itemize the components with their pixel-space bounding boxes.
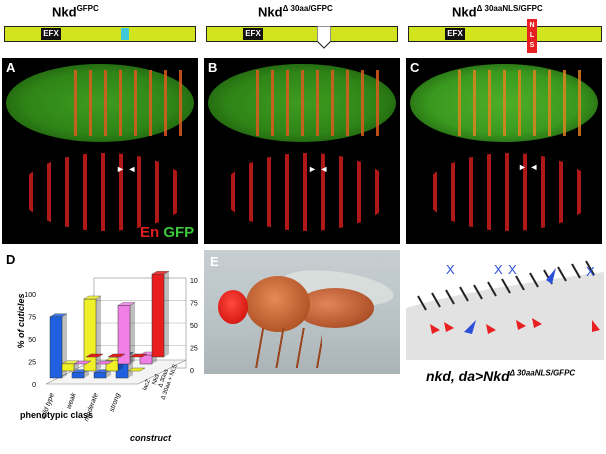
- category-label: weak: [66, 392, 78, 410]
- arrowheads-a: ► ◄: [116, 164, 137, 174]
- bar-side: [164, 271, 169, 357]
- ytick-right: 0: [190, 368, 194, 375]
- panel-f-caption: nkd, da>NkdΔ 30aaNLS/GFPC: [426, 368, 575, 384]
- efx-box-1: EFX: [41, 28, 61, 40]
- fly-legs: [252, 328, 322, 368]
- construct-label: Nkd: [152, 374, 161, 386]
- ytick-left: 50: [28, 337, 36, 344]
- bar-2-3: [93, 372, 107, 379]
- x-mark-2: X: [494, 262, 503, 277]
- bar-top: [151, 271, 170, 275]
- stripes-b: [244, 70, 390, 136]
- bar-top: [61, 360, 80, 365]
- efx-box-3: EFX: [445, 28, 465, 40]
- ytick-right: 75: [190, 301, 198, 308]
- x-mark-1: X: [446, 262, 455, 277]
- bar-top: [49, 313, 68, 318]
- x-mark-3: X: [508, 262, 517, 277]
- construct-name-2: Nkd: [258, 4, 283, 20]
- panel-c: C ► ◄: [406, 58, 602, 244]
- nls-label: NLS: [529, 22, 535, 49]
- construct-title-3: NkdΔ 30aaNLS/GFPC: [452, 4, 543, 19]
- cuticle-image: [406, 250, 604, 360]
- legend-en: En: [140, 224, 160, 241]
- caption-sup: Δ 30aaNLS/GFPC: [509, 368, 576, 378]
- bar-0-3: [49, 316, 63, 379]
- construct-sup-2: Δ 30aa/GFPC: [282, 4, 333, 13]
- stain-legend-text: En GFP: [140, 224, 194, 241]
- construct-label: lacZ: [142, 378, 152, 391]
- ytick-left: 25: [28, 360, 36, 367]
- legend-gfp: GFP: [163, 224, 195, 241]
- deletion-notch: [317, 26, 331, 49]
- category-label: strong: [109, 392, 122, 413]
- panel-label-d: D: [6, 252, 16, 267]
- nls-box: NLS: [527, 19, 537, 53]
- bar-tile: [73, 360, 92, 365]
- bar-side: [96, 296, 101, 371]
- ytick-right: 50: [190, 323, 198, 330]
- panel-b: B ► ◄: [204, 58, 400, 244]
- chart-ylabel: % of cuticles: [16, 293, 26, 349]
- construct-title-1: NkdGFPC: [52, 4, 99, 19]
- fly-eye: [218, 290, 248, 324]
- construct-title-2: NkdΔ 30aa/GFPC: [258, 4, 333, 19]
- tag-box-1: [121, 28, 129, 40]
- construct-sup-1: GFPC: [76, 4, 99, 13]
- panel-f: F X X X X nkd, da>NkdΔ 30aaNLS/GFPC: [406, 250, 604, 450]
- bar-tile: [85, 353, 104, 358]
- embryo-en-b: [222, 153, 392, 231]
- bar-tile: [129, 353, 148, 358]
- panel-label-c: C: [410, 60, 420, 75]
- construct-sup-3: Δ 30aaNLS/GFPC: [476, 4, 543, 13]
- bar-side: [130, 302, 135, 364]
- bar-3-0: [151, 273, 165, 358]
- embryo-en-a: [20, 153, 190, 231]
- ytick-left: 0: [32, 382, 36, 389]
- bar-side: [84, 369, 89, 378]
- construct-name-3: Nkd: [452, 4, 477, 20]
- embryo-en-c: [424, 153, 594, 231]
- panel-e: E: [204, 250, 400, 374]
- x-mark-4: X: [586, 264, 595, 279]
- arrowheads-b: ► ◄: [308, 164, 329, 174]
- chart-xlabel: phenotypic class: [20, 410, 94, 420]
- bar-tile: [107, 353, 126, 358]
- ytick-right: 25: [190, 346, 198, 353]
- construct-bar-2: EFX: [206, 26, 398, 49]
- bar-1-3: [71, 372, 85, 379]
- construct-bar-1: EFX: [4, 26, 196, 42]
- panel-a: A ► ◄: [2, 58, 198, 244]
- bar-tile: [127, 367, 146, 372]
- ytick-left: 75: [28, 315, 36, 322]
- panel-label-a: A: [6, 60, 16, 75]
- caption-prefix: nkd, da>Nkd: [426, 368, 510, 384]
- chart-zlabel: construct: [130, 433, 172, 443]
- arrowheads-c: ► ◄: [518, 162, 539, 172]
- panel-label-b: B: [208, 60, 218, 75]
- stripes-a: [62, 70, 188, 136]
- chart-d: 02550751000255075100wild typeweakmoderat…: [24, 271, 198, 422]
- ytick-right: 100: [190, 278, 198, 285]
- fly-thorax: [246, 276, 310, 332]
- bar-tile: [95, 360, 114, 365]
- panel-d: D 02550751000255075100wild typeweakmoder…: [2, 250, 198, 450]
- construct-name-1: Nkd: [52, 4, 77, 20]
- bar-side: [106, 369, 111, 378]
- bar-top: [83, 295, 102, 300]
- panel-label-e: E: [210, 254, 219, 269]
- bar-top: [117, 302, 136, 306]
- bar-0-2: [61, 363, 75, 372]
- bar-1-2: [83, 298, 97, 372]
- construct-bar-3: EFX: [408, 26, 602, 42]
- efx-box-2: EFX: [243, 28, 263, 40]
- stripes-c: [446, 70, 592, 136]
- ytick-left: 100: [24, 292, 36, 299]
